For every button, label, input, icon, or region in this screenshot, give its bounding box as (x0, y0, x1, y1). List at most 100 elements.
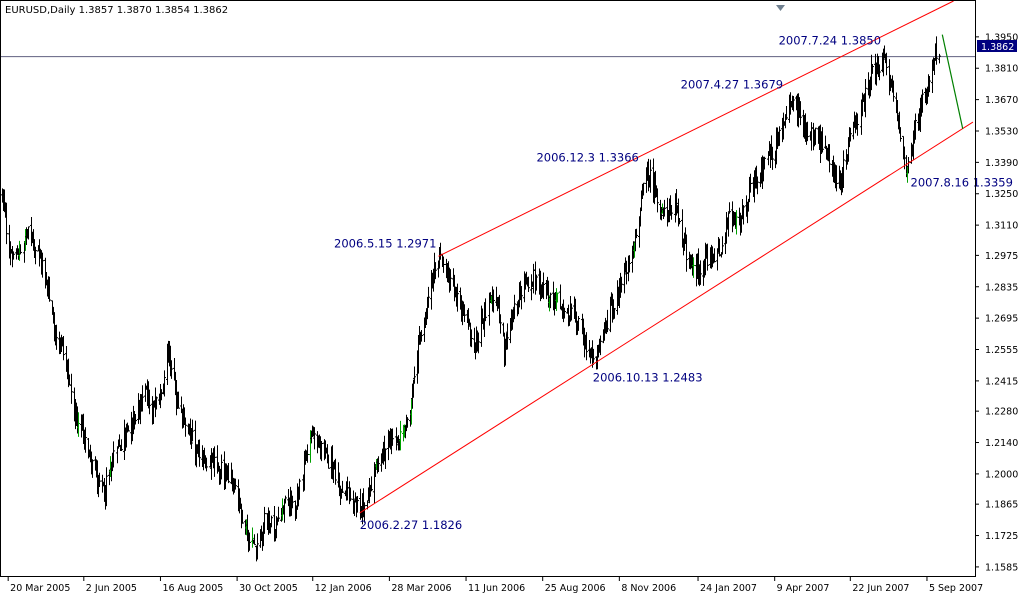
current-price-tag-bg (977, 40, 1017, 52)
candle (899, 127, 902, 142)
candle (449, 269, 452, 291)
candle (442, 256, 445, 273)
y-tick-label: 1.3390 (985, 158, 1018, 169)
candle (116, 446, 119, 464)
candle (127, 425, 130, 432)
candle (251, 527, 254, 548)
candle (532, 263, 535, 294)
candle (678, 217, 681, 225)
x-tick-label: 8 Nov 2006 (621, 583, 676, 594)
candle (935, 36, 938, 65)
x-tick-label: 16 Aug 2005 (162, 583, 223, 594)
candle (778, 126, 781, 146)
candle (828, 144, 831, 173)
candle (530, 274, 533, 301)
candle (413, 366, 416, 384)
candlestick-series (1, 36, 941, 562)
candle (334, 458, 337, 485)
x-tick-label: 2 Jun 2005 (86, 583, 137, 594)
candle (5, 202, 8, 245)
candle (356, 496, 359, 513)
candle (227, 462, 230, 484)
candle (620, 276, 623, 293)
candle (77, 412, 80, 437)
candle (198, 439, 201, 467)
x-tick-label: 20 Mar 2005 (10, 583, 70, 594)
y-tick-label: 1.3530 (985, 126, 1018, 137)
candle (556, 292, 559, 303)
y-tick-label: 1.1725 (985, 531, 1018, 542)
candle (133, 411, 136, 430)
candle (706, 243, 709, 271)
y-tick-label: 1.3810 (985, 64, 1018, 75)
candle (98, 472, 101, 487)
y-axis: 1.3950 1.3810 1.3670 1.3530 1.3390 1.3250 1.31… (975, 32, 1018, 573)
candle (735, 210, 738, 235)
trendline-layer (359, 0, 974, 514)
candle (84, 427, 87, 453)
candle (928, 76, 931, 93)
candle (871, 64, 874, 74)
candle (148, 389, 151, 415)
candle (456, 283, 459, 312)
candle (48, 276, 51, 302)
candle (495, 286, 498, 307)
x-tick-label: 30 Oct 2005 (239, 583, 298, 594)
x-tick-label: 11 Jun 2006 (468, 583, 525, 594)
candle (506, 323, 509, 350)
candle (434, 262, 437, 280)
price-annotation: 2006.5.15 1.2971 (334, 236, 436, 250)
candle (649, 159, 652, 193)
candle (216, 445, 219, 474)
candle (19, 244, 22, 255)
candle (856, 113, 859, 136)
candle (256, 533, 259, 560)
price-annotation: 2007.4.27 1.3679 (681, 78, 783, 92)
candle (349, 487, 352, 502)
candle (241, 509, 244, 524)
candle (592, 348, 595, 363)
y-tick-label: 1.2835 (985, 282, 1018, 293)
y-tick-label: 1.3950 (985, 32, 1018, 43)
candle (892, 80, 895, 102)
chart-title: EURUSD,Daily 1.3857 1.3870 1.3854 1.3862 (5, 5, 228, 16)
candle (517, 299, 520, 315)
candle (931, 59, 934, 94)
candle (155, 396, 158, 410)
candle (341, 480, 344, 494)
y-tick-label: 1.2000 (985, 469, 1018, 480)
price-annotation: 2006.2.27 1.1826 (360, 518, 462, 532)
candle (27, 226, 30, 240)
candle (663, 199, 666, 217)
price-scroll-marker[interactable] (776, 5, 785, 11)
candle (163, 370, 166, 397)
candle (635, 228, 638, 239)
candle (559, 284, 562, 310)
candle (270, 515, 273, 528)
candle (70, 373, 73, 404)
y-tick-label: 1.3110 (985, 221, 1018, 232)
candle (205, 457, 208, 472)
candle (606, 309, 609, 333)
candle (141, 385, 144, 412)
candle (263, 506, 266, 534)
x-tick-label: 24 Jan 2007 (700, 583, 757, 594)
candle (298, 478, 301, 500)
axes-layer (0, 0, 976, 577)
price-annotation: 2006.10.13 1.2483 (593, 371, 703, 385)
plot-frame (0, 0, 976, 577)
candle (370, 476, 373, 492)
price-annotation: 2007.8.16 1.3359 (911, 175, 1013, 189)
x-tick-label: 25 Aug 2006 (545, 583, 606, 594)
candle (577, 316, 580, 331)
candle (938, 53, 941, 64)
candle (105, 467, 108, 507)
candle (55, 324, 58, 350)
candle (670, 204, 673, 220)
candle (191, 419, 194, 442)
annotation-layer: 2006.2.27 1.1826 2006.5.15 1.2971 2006.10.… (334, 33, 1013, 532)
candle (470, 329, 473, 348)
candle (849, 127, 852, 142)
